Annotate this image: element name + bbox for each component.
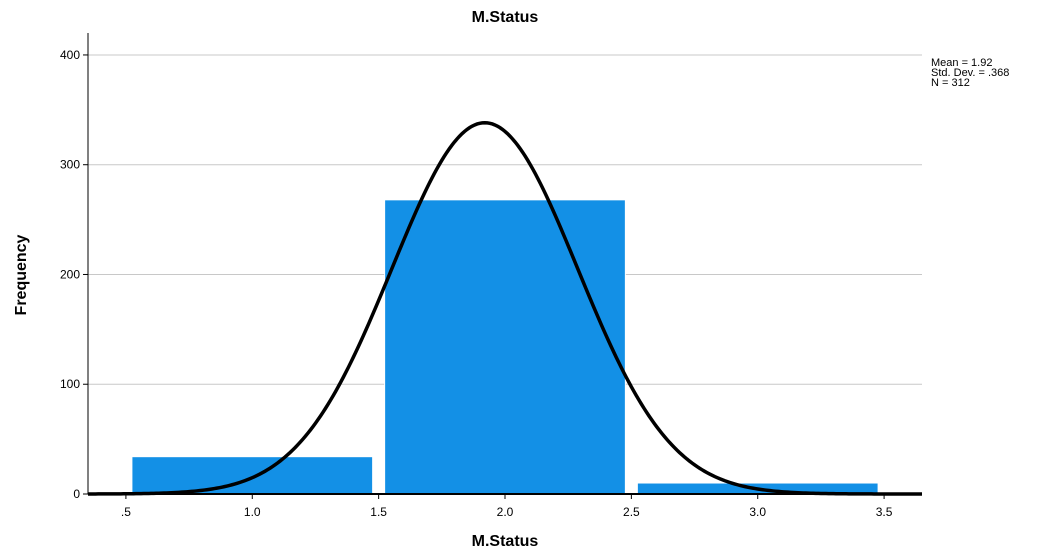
y-axis-title: Frequency: [13, 234, 30, 315]
x-tick-label-0: .5: [121, 505, 131, 519]
histogram-bar-0: [131, 456, 374, 495]
x-axis-ticks: .5 1.0 1.5 2.0 2.5 3.0 3.5: [121, 494, 893, 519]
x-axis-title: M.Status: [472, 533, 539, 550]
chart-title: M.Status: [472, 9, 539, 26]
x-tick-label-6: 3.5: [876, 505, 893, 519]
x-tick-label-1: 1.0: [244, 505, 261, 519]
normal-curve: [87, 120, 922, 496]
histogram-bar-1: [384, 199, 626, 495]
bars: [131, 199, 879, 495]
y-axis-ticks: 0 100 200 300 400: [60, 48, 88, 501]
y-tick-label-2: 200: [60, 267, 80, 281]
x-tick-label-3: 2.0: [497, 505, 514, 519]
x-tick-label-5: 3.0: [749, 505, 766, 519]
y-tick-label-0: 0: [73, 487, 80, 501]
stats-line-2: N = 312: [931, 77, 970, 89]
normal-curve-layer: [87, 120, 922, 496]
y-tick-label-3: 300: [60, 158, 80, 172]
stats-line-0: Mean = 1.92: [931, 57, 992, 69]
y-tick-label-4: 400: [60, 48, 80, 62]
x-tick-label-4: 2.5: [623, 505, 640, 519]
stats-line-1: Std. Dev. = .368: [931, 67, 1009, 79]
y-tick-label-1: 100: [60, 377, 80, 391]
x-tick-label-2: 1.5: [370, 505, 387, 519]
